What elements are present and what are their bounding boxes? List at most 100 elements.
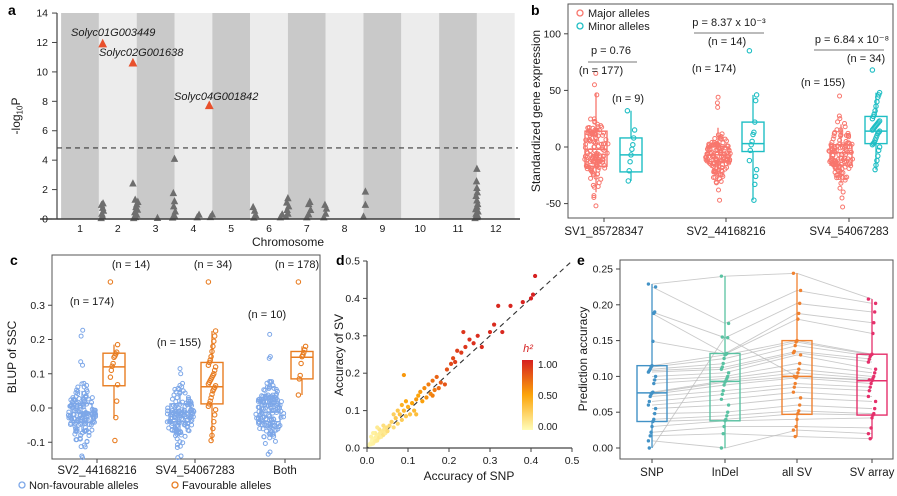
scatter-point: [391, 412, 396, 417]
chromosome-band: [325, 13, 364, 219]
trait-point: [725, 414, 729, 418]
scatter-point: [463, 344, 468, 350]
x-tick-label: 2: [115, 223, 121, 235]
nonfavourable-allele-point: [180, 380, 186, 386]
nonfavourable-allele-point: [180, 388, 186, 394]
major-allele-point: [840, 189, 846, 195]
trait-point: [871, 331, 875, 336]
nonfavourable-allele-point: [271, 385, 277, 391]
major-allele-point: [722, 136, 728, 142]
panel-b-expression-boxplot: -50 0 50 100 Standardized gene expression Maj…: [528, 0, 897, 248]
snp-triangle-marker: [321, 200, 329, 208]
scatter-point: [451, 356, 456, 361]
major-allele-point: [714, 100, 720, 106]
minor-allele-point: [751, 197, 757, 203]
scatter-point: [410, 401, 415, 406]
y-tick-label: 0.00: [593, 443, 614, 455]
minor-allele-point: [631, 127, 638, 133]
trait-point: [646, 439, 651, 443]
scatter-point: [459, 350, 464, 355]
legend-label: Favourable alleles: [182, 480, 272, 492]
trait-point: [653, 285, 658, 289]
minor-allele-point: [627, 158, 633, 165]
n-count-label: (n = 34): [847, 53, 885, 65]
favourable-allele-point: [114, 341, 121, 348]
minor-allele-point: [746, 48, 753, 54]
snp-triangle-marker: [170, 211, 179, 219]
major-allele-point: [712, 169, 718, 175]
favourable-allele-point: [205, 362, 212, 368]
nonfavourable-allele-point: [261, 434, 267, 440]
major-allele-point: [717, 197, 723, 203]
major-allele-point: [842, 124, 848, 130]
trait-point: [723, 419, 727, 423]
trait-point: [651, 419, 655, 424]
nonfavourable-allele-point: [79, 414, 85, 420]
y-axis-label: Accuracy of SV: [332, 314, 346, 396]
nonfavourable-allele-point: [172, 404, 178, 410]
scatter-point: [369, 434, 374, 439]
major-allele-point: [592, 118, 598, 124]
major-allele-point: [594, 136, 600, 142]
favourable-allele-point: [211, 412, 218, 418]
nonfavourable-allele-point: [181, 422, 187, 428]
chromosome-band: [250, 13, 288, 219]
chromosome-band: [363, 13, 402, 219]
minor-allele-point: [746, 157, 753, 164]
y-tick-label: 8: [42, 96, 48, 108]
favourable-allele-point: [302, 343, 309, 350]
scatter-point: [405, 404, 411, 409]
trait-point: [872, 321, 876, 325]
nonfavourable-allele-point: [266, 412, 272, 418]
snp-triangle-marker: [306, 205, 315, 214]
legend-marker: [576, 9, 584, 17]
legend-label: Major alleles: [588, 8, 650, 20]
chromosome-band: [401, 13, 440, 219]
trait-point: [796, 371, 800, 375]
trait-connector-line: [651, 413, 873, 422]
scatter-point: [393, 415, 398, 421]
panel-letter-e: e: [577, 252, 585, 268]
nonfavourable-allele-point: [80, 396, 86, 402]
nonfavourable-allele-point: [177, 366, 183, 372]
n-count-label: (n = 155): [801, 77, 845, 89]
panel-letter-c: c: [10, 252, 18, 268]
snp-triangle-marker: [473, 188, 482, 196]
major-allele-point: [594, 92, 600, 98]
trait-connector-line: [651, 336, 873, 449]
nonfavourable-allele-point: [267, 331, 273, 337]
snp-triangle-marker: [283, 198, 291, 206]
y-tick-label: 10: [36, 66, 48, 78]
p-value-label: p = 0.76: [591, 45, 631, 57]
favourable-allele-point: [210, 388, 216, 394]
nonfavourable-allele-point: [175, 455, 181, 461]
nonfavourable-allele-point: [188, 414, 194, 420]
major-allele-point: [713, 156, 719, 162]
trait-point: [726, 403, 731, 407]
favourable-allele-point: [208, 394, 214, 401]
scatter-point: [412, 408, 417, 413]
nonfavourable-allele-point: [174, 427, 180, 433]
nonfavourable-allele-point: [175, 413, 181, 419]
minor-allele-point: [753, 166, 760, 173]
scatter-point: [487, 329, 493, 335]
major-allele-point: [835, 119, 841, 125]
major-allele-point: [592, 131, 598, 137]
scatter-point: [500, 329, 505, 335]
snp-triangle-marker: [170, 196, 179, 205]
snp-triangle-marker: [361, 200, 370, 208]
nonfavourable-allele-point: [166, 425, 172, 431]
nonfavourable-allele-point: [72, 406, 78, 412]
panel-a-manhattan-plot: Solyc01G003449 Solyc02G001638 Solyc04G0018…: [0, 0, 528, 249]
trait-point: [866, 297, 871, 301]
x-tick-label: Both: [273, 465, 297, 477]
snp-triangle-marker: [473, 196, 481, 204]
y-tick-label: 14: [36, 8, 48, 20]
major-allele-point: [831, 130, 837, 136]
nonfavourable-allele-point: [277, 423, 283, 429]
scatter-point: [471, 341, 476, 346]
favourable-allele-point: [110, 360, 116, 367]
major-allele-point: [842, 175, 848, 181]
x-tick-label: InDel: [712, 467, 739, 479]
snp-triangle-marker: [131, 195, 139, 203]
